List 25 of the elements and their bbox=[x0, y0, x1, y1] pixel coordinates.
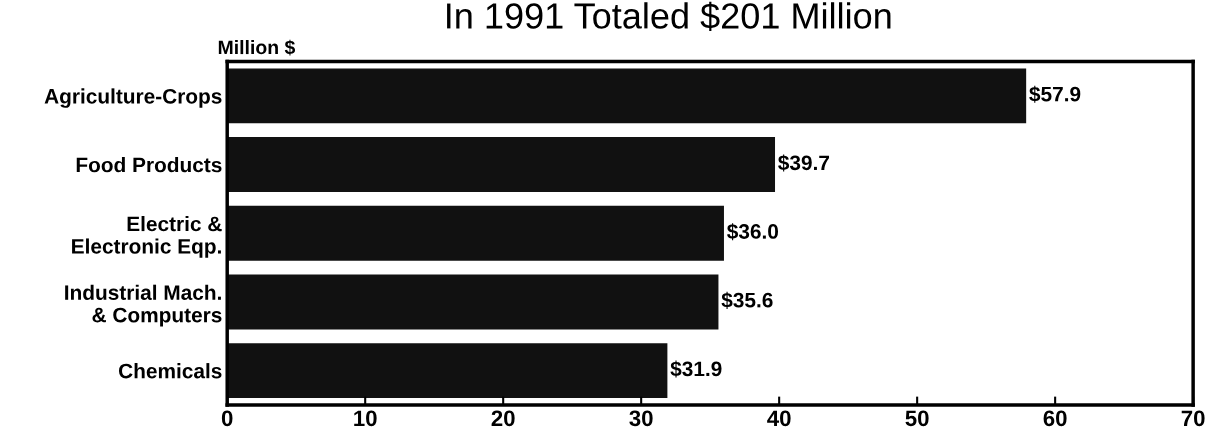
x-tick-label: 50 bbox=[905, 410, 929, 427]
x-axis-title: Million $ bbox=[218, 39, 296, 56]
x-tick-label: 20 bbox=[491, 410, 515, 427]
data-label: $36.0 bbox=[727, 223, 779, 241]
y-tick-label: Food Products bbox=[76, 157, 222, 173]
bar bbox=[227, 68, 1027, 124]
x-tick-label: 60 bbox=[1043, 410, 1067, 427]
bar bbox=[227, 205, 724, 261]
y-tick-label: Agriculture-Crops bbox=[44, 88, 222, 108]
bar bbox=[227, 137, 776, 193]
bar bbox=[227, 274, 719, 330]
y-tick-label: Electric & Electronic Eqp. bbox=[72, 216, 222, 258]
bar bbox=[227, 343, 668, 399]
chart-title: In 1991 Totaled $201 Million bbox=[447, 1, 891, 31]
x-tick-label: 30 bbox=[629, 410, 653, 427]
x-tick-label: 10 bbox=[354, 410, 377, 427]
x-tick-label: 0 bbox=[221, 410, 233, 427]
data-label: $31.9 bbox=[670, 360, 722, 378]
x-tick-label: 70 bbox=[1181, 410, 1205, 427]
data-label: $35.6 bbox=[721, 291, 773, 309]
y-tick-label: Chemicals bbox=[118, 363, 222, 379]
x-tick-label: 40 bbox=[767, 410, 791, 427]
y-tick-label: Industrial Mach. & Computers bbox=[65, 284, 222, 327]
data-label: $39.7 bbox=[778, 154, 830, 172]
data-label: $57.9 bbox=[1029, 85, 1081, 103]
